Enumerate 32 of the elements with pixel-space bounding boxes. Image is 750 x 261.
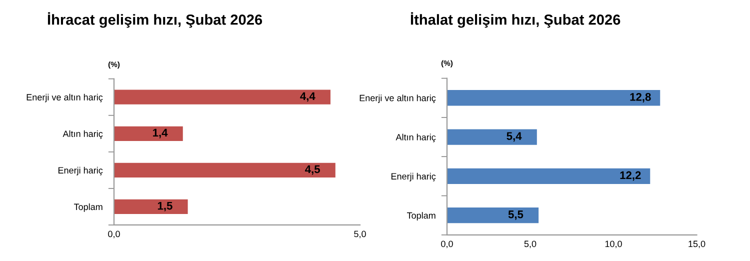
bar [447,168,650,184]
y-tick-label: Toplam [74,203,102,212]
chart-title: İhracat gelişim hızı, Şubat 2026 [48,12,262,28]
data-label: 1,4 [153,128,168,138]
data-label: 12,2 [620,171,641,181]
y-tick-label: Enerji hariç [391,172,436,182]
chart-title: İthalat gelişim hızı, Şubat 2026 [410,12,620,28]
bar [114,90,330,104]
x-tick-label: 0,0 [441,240,453,248]
y-tick-label: Enerji ve altın hariç [26,94,103,102]
data-label: 1,5 [158,202,172,212]
bar [114,162,336,178]
bar [447,207,539,224]
y-tick-label: Altın hariç [62,130,103,139]
x-tick-label: 10,0 [605,240,622,248]
x-tick-label: 5,0 [524,240,536,248]
bar [447,129,537,145]
data-label: 5,4 [506,132,522,142]
y-tick-label: Toplam [406,212,436,220]
data-label: 5,5 [508,210,524,220]
data-label: 12,8 [630,92,651,102]
bar [114,199,188,214]
x-tick-label: 15,0 [688,240,706,248]
bar [447,90,660,106]
data-label: 4,4 [300,92,316,102]
data-label: 4,5 [305,165,320,175]
y-tick-label: Enerji hariç [58,166,103,176]
bar [114,126,183,141]
y-tick-label: Altın hariç [396,134,436,142]
y-tick-label: Enerji ve altın hariç [360,94,436,104]
x-tick-label: 5,0 [354,230,366,238]
x-tick-label: 0,0 [108,230,120,238]
